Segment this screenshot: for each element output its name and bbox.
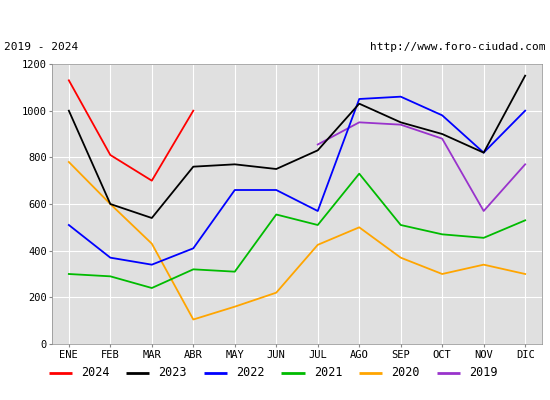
Text: http://www.foro-ciudad.com: http://www.foro-ciudad.com — [370, 42, 546, 52]
Text: 2020: 2020 — [392, 366, 420, 380]
Text: 2019 - 2024: 2019 - 2024 — [4, 42, 79, 52]
Text: 2022: 2022 — [236, 366, 265, 380]
Text: 2019: 2019 — [469, 366, 498, 380]
Text: 2021: 2021 — [314, 366, 342, 380]
Text: Evolucion Nº Turistas Nacionales en el municipio de Los Molinos: Evolucion Nº Turistas Nacionales en el m… — [23, 10, 527, 24]
Text: 2023: 2023 — [158, 366, 187, 380]
Text: 2024: 2024 — [81, 366, 109, 380]
